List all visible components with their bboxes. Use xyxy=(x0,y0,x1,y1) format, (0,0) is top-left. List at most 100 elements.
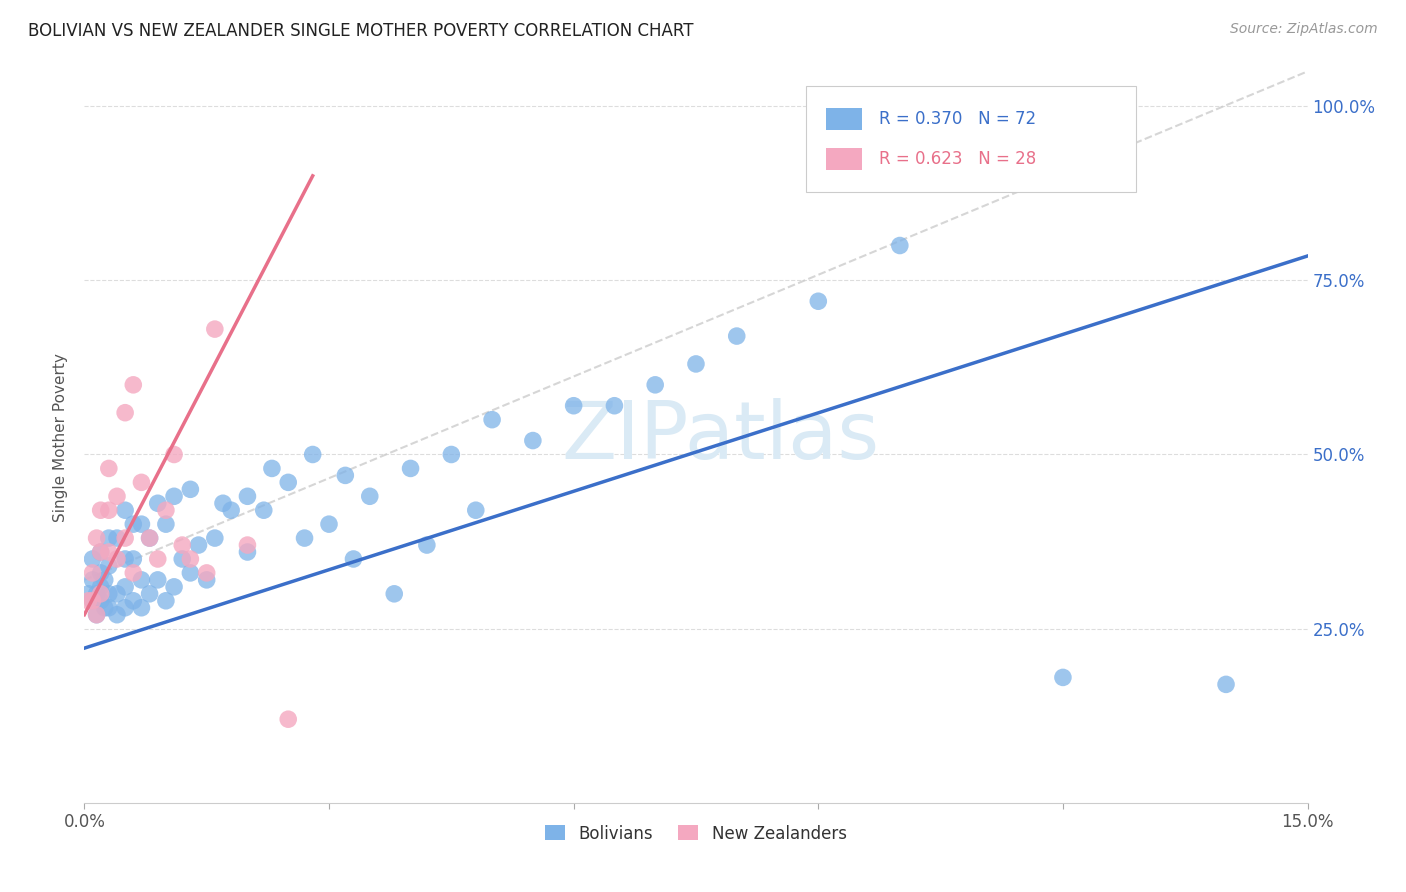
Point xyxy=(277,475,299,490)
Point xyxy=(82,594,104,608)
Point xyxy=(172,552,194,566)
Point xyxy=(105,587,128,601)
Point xyxy=(97,558,120,573)
Point xyxy=(105,489,128,503)
Point xyxy=(155,594,177,608)
Point xyxy=(90,566,112,580)
Point xyxy=(236,538,259,552)
Point xyxy=(105,552,128,566)
Point xyxy=(138,587,160,601)
Point xyxy=(562,399,585,413)
Point xyxy=(416,538,439,552)
Point xyxy=(163,580,186,594)
Point xyxy=(122,594,145,608)
Point xyxy=(644,377,666,392)
Point xyxy=(90,580,112,594)
Point xyxy=(399,461,422,475)
Point xyxy=(114,406,136,420)
Legend: Bolivians, New Zealanders: Bolivians, New Zealanders xyxy=(538,818,853,849)
Point xyxy=(725,329,748,343)
Point xyxy=(172,538,194,552)
Point xyxy=(105,531,128,545)
Point xyxy=(97,600,120,615)
Point xyxy=(179,552,201,566)
Point xyxy=(318,517,340,532)
Point xyxy=(163,448,186,462)
Text: Source: ZipAtlas.com: Source: ZipAtlas.com xyxy=(1230,22,1378,37)
Point xyxy=(1215,677,1237,691)
Point xyxy=(82,566,104,580)
Point xyxy=(146,573,169,587)
Point xyxy=(889,238,911,252)
Point xyxy=(122,517,145,532)
Point xyxy=(277,712,299,726)
Point xyxy=(97,545,120,559)
Point xyxy=(138,531,160,545)
Point xyxy=(122,566,145,580)
Point xyxy=(114,580,136,594)
Text: R = 0.623   N = 28: R = 0.623 N = 28 xyxy=(880,150,1036,168)
Point xyxy=(122,552,145,566)
Point xyxy=(138,531,160,545)
Point xyxy=(82,594,104,608)
Point xyxy=(236,545,259,559)
Point xyxy=(204,531,226,545)
Point xyxy=(807,294,830,309)
FancyBboxPatch shape xyxy=(825,108,862,130)
Point xyxy=(90,545,112,559)
Point xyxy=(253,503,276,517)
Point xyxy=(1052,670,1074,684)
Point xyxy=(155,503,177,517)
Point xyxy=(90,503,112,517)
Point xyxy=(114,600,136,615)
Y-axis label: Single Mother Poverty: Single Mother Poverty xyxy=(53,352,69,522)
Point xyxy=(86,607,108,622)
Text: R = 0.370   N = 72: R = 0.370 N = 72 xyxy=(880,110,1036,128)
Text: ZIPatlas: ZIPatlas xyxy=(561,398,880,476)
Text: BOLIVIAN VS NEW ZEALANDER SINGLE MOTHER POVERTY CORRELATION CHART: BOLIVIAN VS NEW ZEALANDER SINGLE MOTHER … xyxy=(28,22,693,40)
Point xyxy=(122,377,145,392)
Point xyxy=(131,573,153,587)
Point xyxy=(685,357,707,371)
Point xyxy=(236,489,259,503)
Point xyxy=(90,594,112,608)
Point xyxy=(86,531,108,545)
Point xyxy=(114,531,136,545)
Point xyxy=(342,552,364,566)
Point xyxy=(114,503,136,517)
Point xyxy=(82,573,104,587)
Point xyxy=(114,552,136,566)
Point xyxy=(195,566,218,580)
Point xyxy=(204,322,226,336)
Point xyxy=(219,503,242,517)
Point xyxy=(97,503,120,517)
Point xyxy=(131,517,153,532)
Point xyxy=(77,587,100,601)
Point xyxy=(86,607,108,622)
FancyBboxPatch shape xyxy=(806,86,1136,192)
Point xyxy=(603,399,626,413)
Point xyxy=(146,496,169,510)
Point xyxy=(105,607,128,622)
Point xyxy=(335,468,357,483)
Point xyxy=(440,448,463,462)
Point xyxy=(195,573,218,587)
Point xyxy=(179,566,201,580)
Point xyxy=(97,587,120,601)
Point xyxy=(481,412,503,426)
FancyBboxPatch shape xyxy=(825,148,862,170)
Point xyxy=(294,531,316,545)
Point xyxy=(86,587,108,601)
Point xyxy=(97,531,120,545)
Point xyxy=(359,489,381,503)
Point xyxy=(97,461,120,475)
Point xyxy=(382,587,405,601)
Point xyxy=(93,573,115,587)
Point xyxy=(90,587,112,601)
Point xyxy=(522,434,544,448)
Point xyxy=(82,552,104,566)
Point xyxy=(146,552,169,566)
Point xyxy=(187,538,209,552)
Point xyxy=(90,545,112,559)
Point xyxy=(77,594,100,608)
